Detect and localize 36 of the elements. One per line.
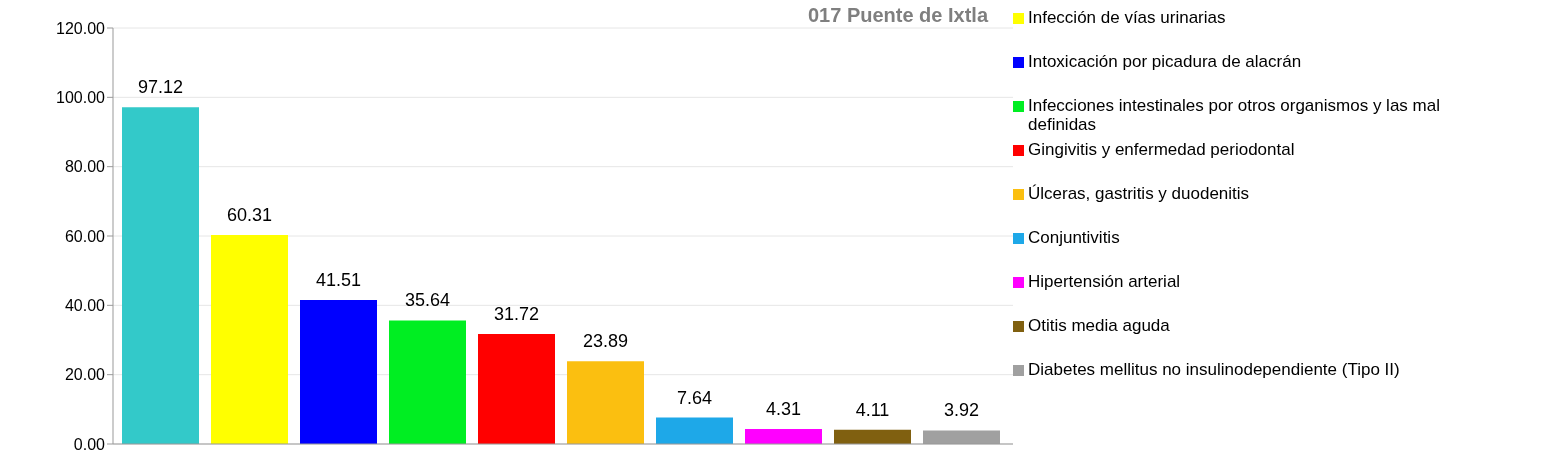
legend-label: Conjuntivitis xyxy=(1028,228,1121,249)
y-tick-label: 40.00 xyxy=(64,297,106,315)
data-label: 7.64 xyxy=(676,387,713,408)
bar xyxy=(567,361,644,444)
bar xyxy=(122,107,199,444)
legend-label: Infecciones intestinales por otros organismos y las mal definidas xyxy=(1028,96,1441,136)
legend-label: Otitis media aguda xyxy=(1028,316,1171,337)
legend-label: Intoxicación por picadura de alacrán xyxy=(1028,52,1303,73)
y-tick-label: 0.00 xyxy=(73,435,106,453)
legend-label: Diabetes mellitus no insulinodependiente (Tipo II) xyxy=(1028,360,1401,381)
bar xyxy=(478,334,555,444)
chart-title: 017 Puente de Ixtla xyxy=(807,4,989,26)
bar xyxy=(300,300,377,444)
legend-label: Gingivitis y enfermedad periodontal xyxy=(1028,140,1296,161)
bar xyxy=(656,417,733,444)
data-label: 23.89 xyxy=(582,331,629,352)
y-tick-label: 20.00 xyxy=(64,366,106,384)
bar xyxy=(211,234,288,444)
bar xyxy=(389,320,466,444)
legend-label: Úlceras, gastritis y duodenitis xyxy=(1028,184,1251,205)
data-label: 31.72 xyxy=(493,304,540,325)
bar xyxy=(834,429,911,444)
y-tick-label: 80.00 xyxy=(64,158,106,176)
data-label: 41.51 xyxy=(315,270,362,291)
data-label: 97.12 xyxy=(137,77,184,98)
data-label: 4.11 xyxy=(855,399,890,420)
y-tick-label: 100.00 xyxy=(56,89,106,107)
legend-label: Hipertensión arterial xyxy=(1028,272,1182,293)
data-label: 35.64 xyxy=(404,290,451,311)
data-label: 4.31 xyxy=(765,399,802,420)
data-label: 3.92 xyxy=(943,400,980,421)
data-label: 60.31 xyxy=(226,204,273,225)
bar xyxy=(745,429,822,444)
legend-label: Infección de vías urinarias xyxy=(1028,8,1227,29)
y-tick-label: 60.00 xyxy=(64,227,106,245)
y-tick-label: 120.00 xyxy=(56,19,106,37)
